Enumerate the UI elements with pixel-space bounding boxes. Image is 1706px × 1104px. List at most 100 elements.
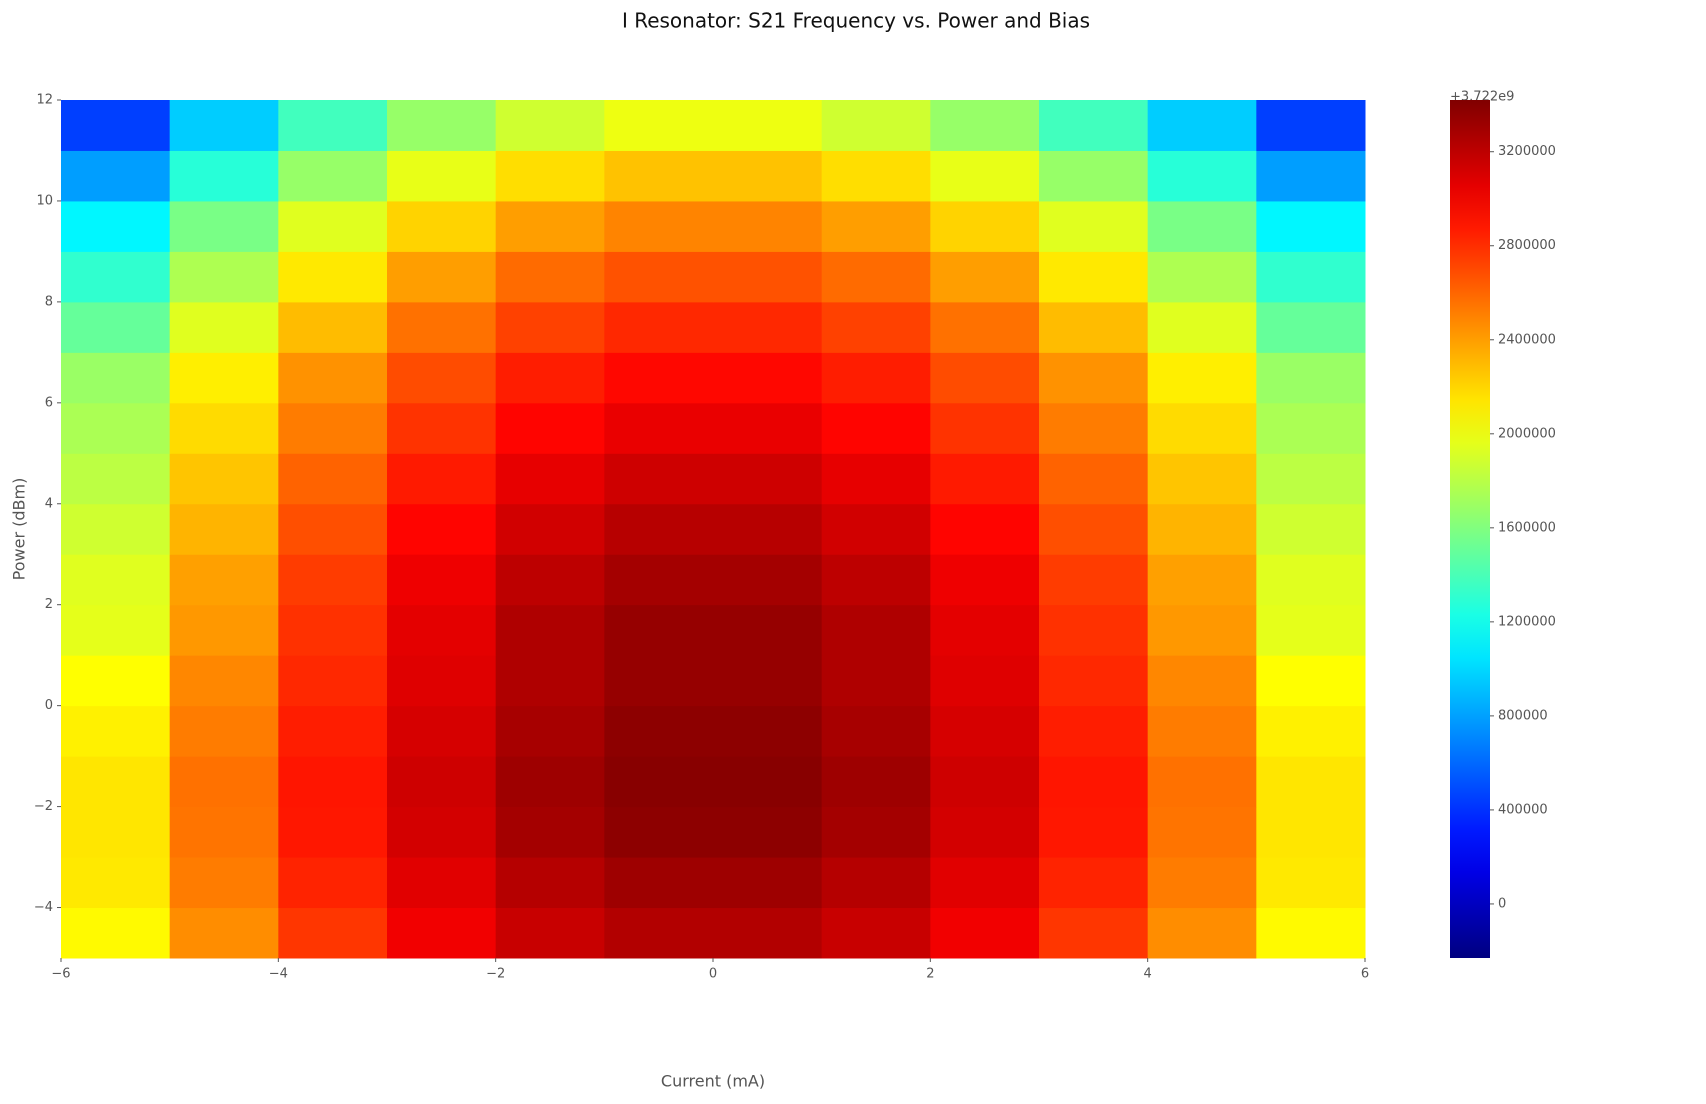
heatmap-cell xyxy=(1147,100,1257,151)
heatmap-cell xyxy=(278,453,388,505)
heatmap-cell xyxy=(1256,301,1366,353)
heatmap-cell xyxy=(713,756,823,808)
heatmap-cell xyxy=(387,604,497,656)
heatmap-cell xyxy=(61,604,171,656)
heatmap-cell xyxy=(278,857,388,909)
colorbar-tick-label: 800000 xyxy=(1498,708,1548,723)
heatmap-cell xyxy=(930,554,1040,606)
heatmap-cell xyxy=(278,503,388,555)
heatmap-cell xyxy=(278,604,388,656)
heatmap-cell xyxy=(1039,453,1149,505)
x-tick-label: −2 xyxy=(486,967,505,982)
heatmap-cell xyxy=(1256,503,1366,555)
heatmap-cell xyxy=(169,756,279,808)
heatmap-cell xyxy=(169,857,279,909)
heatmap-cell xyxy=(713,655,823,707)
heatmap-cell xyxy=(495,453,605,505)
y-tick-label: 12 xyxy=(36,93,53,108)
heatmap-cell xyxy=(169,554,279,606)
heatmap-cell xyxy=(169,150,279,202)
heatmap-cell xyxy=(1039,352,1149,404)
heatmap-cell xyxy=(387,200,497,252)
heatmap-cell xyxy=(495,705,605,757)
heatmap-cell xyxy=(821,554,931,606)
heatmap-cell xyxy=(61,705,171,757)
colorbar-tick-label: 2800000 xyxy=(1498,238,1556,253)
heatmap-cell xyxy=(1147,503,1257,555)
heatmap-cell xyxy=(1256,200,1366,252)
heatmap-cell xyxy=(1256,453,1366,505)
heatmap-cell xyxy=(1039,200,1149,252)
x-tick-label: 4 xyxy=(1144,967,1152,982)
heatmap-cell xyxy=(61,251,171,303)
heatmap-cell xyxy=(821,352,931,404)
heatmap-cell xyxy=(387,402,497,454)
heatmap-cell xyxy=(278,705,388,757)
colorbar-tick-label: 2400000 xyxy=(1498,332,1556,347)
heatmap-cell xyxy=(61,100,171,151)
heatmap-cell xyxy=(387,705,497,757)
heatmap-cell xyxy=(713,503,823,555)
heatmap-cell xyxy=(713,907,823,959)
heatmap-cell xyxy=(821,604,931,656)
heatmap-cell xyxy=(1256,554,1366,606)
heatmap-cell xyxy=(1147,554,1257,606)
heatmap-cell xyxy=(1256,150,1366,202)
heatmap-cell xyxy=(821,301,931,353)
x-tick-label: 2 xyxy=(926,967,934,982)
heatmap-cell xyxy=(278,907,388,959)
heatmap-cell xyxy=(604,453,714,505)
heatmap-cell xyxy=(930,806,1040,858)
heatmap-cell xyxy=(1256,655,1366,707)
heatmap-cell xyxy=(604,705,714,757)
heatmap-cell xyxy=(1147,756,1257,808)
heatmap-cell xyxy=(1039,100,1149,151)
heatmap-cell xyxy=(713,453,823,505)
heatmap-cell xyxy=(495,150,605,202)
y-tick-label: −2 xyxy=(34,799,53,814)
chart-title: I Resonator: S21 Frequency vs. Power and… xyxy=(622,9,1090,33)
heatmap-cell xyxy=(495,301,605,353)
heatmap-cell xyxy=(604,554,714,606)
heatmap-cell xyxy=(930,453,1040,505)
heatmap-cell xyxy=(61,352,171,404)
heatmap-cell xyxy=(604,907,714,959)
heatmap-cell xyxy=(495,503,605,555)
colorbar-tick-label: 3200000 xyxy=(1498,144,1556,159)
heatmap-cell xyxy=(713,150,823,202)
y-tick-label: 10 xyxy=(36,193,53,208)
heatmap-cell xyxy=(169,655,279,707)
y-tick-label: −4 xyxy=(34,900,53,915)
heatmap-cell xyxy=(278,200,388,252)
heatmap-cell xyxy=(1039,554,1149,606)
heatmap-cell xyxy=(930,402,1040,454)
heatmap-cell xyxy=(61,554,171,606)
heatmap-cell xyxy=(821,857,931,909)
heatmap-cell xyxy=(604,655,714,707)
heatmap-cell xyxy=(930,907,1040,959)
heatmap-cell xyxy=(713,604,823,656)
heatmap-cell xyxy=(713,301,823,353)
heatmap-cell xyxy=(1039,907,1149,959)
heatmap-cell xyxy=(387,100,497,151)
heatmap-cell xyxy=(61,150,171,202)
heatmap-cell xyxy=(604,806,714,858)
heatmap-cell xyxy=(495,352,605,404)
heatmap-cell xyxy=(713,857,823,909)
heatmap-cell xyxy=(495,907,605,959)
heatmap-cell xyxy=(821,200,931,252)
heatmap-cell xyxy=(278,554,388,606)
heatmap-cell xyxy=(1256,251,1366,303)
heatmap-cell xyxy=(387,503,497,555)
heatmap-cell xyxy=(61,907,171,959)
heatmap-cell xyxy=(1039,655,1149,707)
heatmap-cell xyxy=(713,554,823,606)
heatmap-cell xyxy=(604,150,714,202)
heatmap-cell xyxy=(495,857,605,909)
heatmap-cell xyxy=(604,857,714,909)
heatmap-cell xyxy=(604,251,714,303)
heatmap-cell xyxy=(713,806,823,858)
heatmap-cell xyxy=(495,806,605,858)
heatmap-cell xyxy=(1256,907,1366,959)
heatmap-cell xyxy=(169,402,279,454)
